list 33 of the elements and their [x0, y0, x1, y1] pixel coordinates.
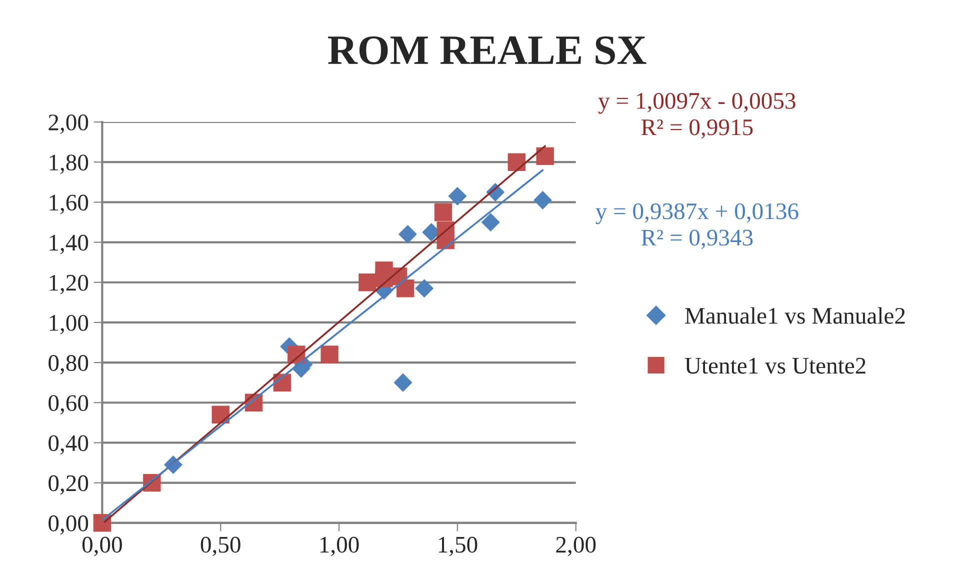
x-tick-label: 1,00	[320, 536, 359, 556]
point	[398, 225, 417, 244]
point	[434, 203, 452, 222]
text: y = 0,9387x + 0,0136 R² = 0,9343	[596, 203, 798, 250]
y-tick-label: 0,20	[48, 475, 88, 495]
chart-title: ROM REALE SX	[328, 36, 646, 64]
point	[358, 274, 376, 292]
point	[481, 213, 500, 232]
point	[415, 279, 434, 298]
x-tick-label: 0,00	[82, 536, 122, 556]
point	[320, 346, 338, 364]
y-tick-label: 0,80	[48, 355, 88, 374]
point	[396, 280, 414, 298]
point	[448, 187, 467, 206]
y-tick-label: 1,20	[50, 274, 88, 294]
point	[534, 191, 552, 210]
legend-label: Manuale1 vs Manuale2	[685, 307, 905, 324]
y-tick-label: 0,40	[48, 435, 88, 455]
y-tick-label: 1,80	[50, 154, 88, 174]
y-tick-label: 2,00	[48, 114, 88, 134]
y-tick-label: 1,40	[50, 234, 88, 254]
legend-label: Utente1 vs Utente2	[684, 358, 866, 374]
y-tick-label: 0,00	[48, 515, 88, 535]
y-tick-label: 1,00	[50, 314, 88, 334]
x-tick-label: 0,50	[200, 536, 240, 556]
text: y = 1,0097x - 0,0053 R² = 0,9915	[598, 92, 796, 139]
point	[536, 147, 554, 165]
y-tick-label: 0,60	[48, 395, 88, 414]
y-tick-label: 1,60	[50, 194, 88, 214]
point	[394, 373, 412, 392]
point	[508, 153, 526, 171]
x-tick-label: 1,50	[438, 536, 478, 556]
x-tick-label: 2,00	[556, 536, 596, 556]
